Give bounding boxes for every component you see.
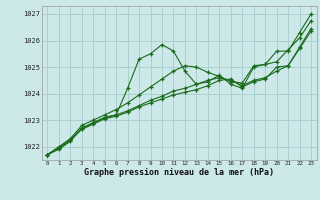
X-axis label: Graphe pression niveau de la mer (hPa): Graphe pression niveau de la mer (hPa) xyxy=(84,168,274,177)
